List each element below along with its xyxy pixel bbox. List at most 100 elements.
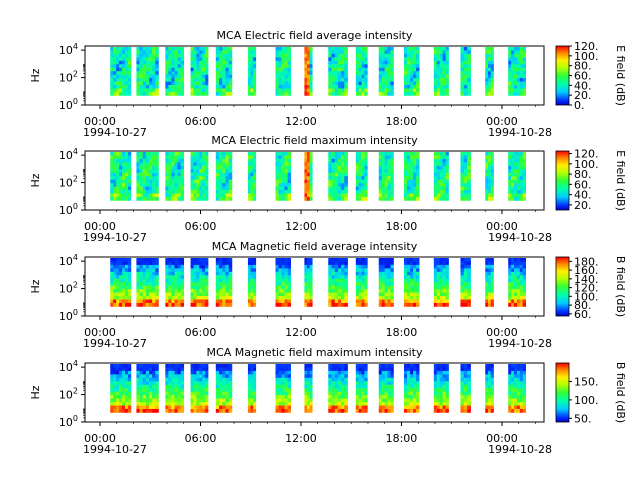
y-tick-label: 104 <box>59 147 78 162</box>
spectrogram-segment <box>165 258 185 307</box>
colorbar-tick-label: 100. <box>574 394 599 407</box>
spectrogram-segment <box>328 152 348 201</box>
colorbar-tick-label: 180. <box>574 255 599 268</box>
colorbar-tick-label: 60. <box>574 308 592 321</box>
x-tick-label: 18:00 <box>386 115 418 128</box>
colorbar-tick-label: 60. <box>574 178 592 191</box>
spectrogram-segment <box>110 152 132 201</box>
spectrogram-segment <box>460 258 471 307</box>
spectrogram-segment <box>433 47 449 96</box>
panel-title: MCA Magnetic field average intensity <box>212 240 418 253</box>
x-tick-label: 06:00 <box>185 220 217 233</box>
x-tick-label: 00:00 <box>84 115 116 128</box>
spectrogram-segment <box>355 258 368 307</box>
x-tick-label: 00:00 <box>84 326 116 339</box>
spectrogram-segment <box>190 364 209 413</box>
x-tick-label: 12:00 <box>285 220 317 233</box>
x-tick-label: 06:00 <box>185 115 217 128</box>
spectrogram-segment <box>275 258 291 307</box>
spectrogram-segment <box>378 47 394 96</box>
spectrogram-segment <box>110 258 132 307</box>
colorbar-tick-label: 100. <box>574 158 599 171</box>
spectrogram-segment <box>136 152 159 201</box>
panel-title: MCA Electric field maximum intensity <box>211 134 418 147</box>
spectrogram-segment <box>165 364 185 413</box>
x-tick-label: 00:00 <box>84 432 116 445</box>
x-tick-label: 00:00 <box>486 432 518 445</box>
spectrogram-segment <box>328 258 348 307</box>
colorbar-label: B field (dB) <box>614 362 627 423</box>
x-end-date: 1994-10-28 <box>488 443 552 456</box>
y-axis-label: Hz <box>29 68 42 82</box>
y-tick-label: 102 <box>59 387 78 402</box>
spectrogram-segment <box>136 47 159 96</box>
colorbar-tick-label: 80. <box>574 299 592 312</box>
panel-3: MCA Magnetic field average intensity Hz 10… <box>29 240 627 350</box>
plot-frame <box>84 45 545 106</box>
colorbar-tick-label: 40. <box>574 79 592 92</box>
y-tick-label: 100 <box>59 308 78 323</box>
spectrogram-segment <box>404 364 420 413</box>
spectrogram-segment <box>304 47 313 96</box>
spectrogram-segment <box>378 152 394 201</box>
x-tick-label: 18:00 <box>386 326 418 339</box>
colorbar: 20.40.60.80.100.120. E field (dB) <box>555 148 627 212</box>
spectrogram-segment <box>433 364 449 413</box>
x-start-date: 1994-10-27 <box>83 126 147 139</box>
x-start-date: 1994-10-27 <box>83 337 147 350</box>
spectrogram-segment <box>508 258 526 307</box>
spectrogram-segment <box>190 47 209 96</box>
y-tick-label: 102 <box>59 281 78 296</box>
x-tick-label: 00:00 <box>486 115 518 128</box>
spectrogram-segment <box>215 364 233 413</box>
x-tick-label: 12:00 <box>285 326 317 339</box>
colorbar-tick-label: 100. <box>574 50 599 63</box>
colorbar-tick-label: 120. <box>574 282 599 295</box>
spectrogram-segment <box>460 364 471 413</box>
spectrogram-segment <box>247 47 257 96</box>
colorbar: 60.80.100.120.140.160.180. B field (dB) <box>555 255 627 321</box>
spectrogram-segment <box>433 258 449 307</box>
y-axis-label: Hz <box>29 279 42 293</box>
spectrogram-segment <box>275 152 291 201</box>
spectrogram-segment <box>485 47 494 96</box>
spectrogram-segment <box>165 152 185 201</box>
spectrogram-segment <box>404 258 420 307</box>
spectrogram-segment <box>485 364 494 413</box>
plot-frame <box>84 362 545 423</box>
panel-4: MCA Magnetic field maximum intensity Hz 10… <box>29 346 627 456</box>
colorbar: 0.20.40.60.80.100.120. E field (dB) <box>555 40 627 112</box>
y-axis-label: Hz <box>29 173 42 187</box>
colorbar-tick-label: 20. <box>574 199 592 212</box>
spectrogram-segment <box>328 364 348 413</box>
spectrogram-segment <box>275 47 291 96</box>
y-axis-label: Hz <box>29 385 42 399</box>
spectrogram-segment <box>247 364 257 413</box>
colorbar-label: B field (dB) <box>614 256 627 317</box>
y-tick-label: 104 <box>59 359 78 374</box>
spectrogram-segment <box>110 364 132 413</box>
x-tick-label: 12:00 <box>285 115 317 128</box>
spectrogram-segment <box>190 258 209 307</box>
colorbar-tick-label: 50. <box>574 412 592 425</box>
colorbar-tick-label: 40. <box>574 189 592 202</box>
spectrogram-segment <box>215 258 233 307</box>
x-tick-label: 06:00 <box>185 326 217 339</box>
colorbar-tick-label: 80. <box>574 168 592 181</box>
x-tick-label: 00:00 <box>84 220 116 233</box>
x-tick-label: 00:00 <box>486 220 518 233</box>
colorbar: 50. 100. 150. B field (dB) <box>555 362 627 425</box>
x-start-date: 1994-10-27 <box>83 443 147 456</box>
y-tick-label: 100 <box>59 414 78 429</box>
spectrogram-segment <box>247 258 257 307</box>
plot-frame <box>84 256 545 317</box>
spectrogram-segment <box>378 258 394 307</box>
spectrogram-segment <box>136 258 159 307</box>
y-tick-label: 100 <box>59 97 78 112</box>
colorbar-tick-label: 60. <box>574 70 592 83</box>
colorbar-tick-label: 140. <box>574 273 599 286</box>
spectrogram-segment <box>304 152 313 201</box>
x-end-date: 1994-10-28 <box>488 337 552 350</box>
colorbar-tick-label: 80. <box>574 60 592 73</box>
